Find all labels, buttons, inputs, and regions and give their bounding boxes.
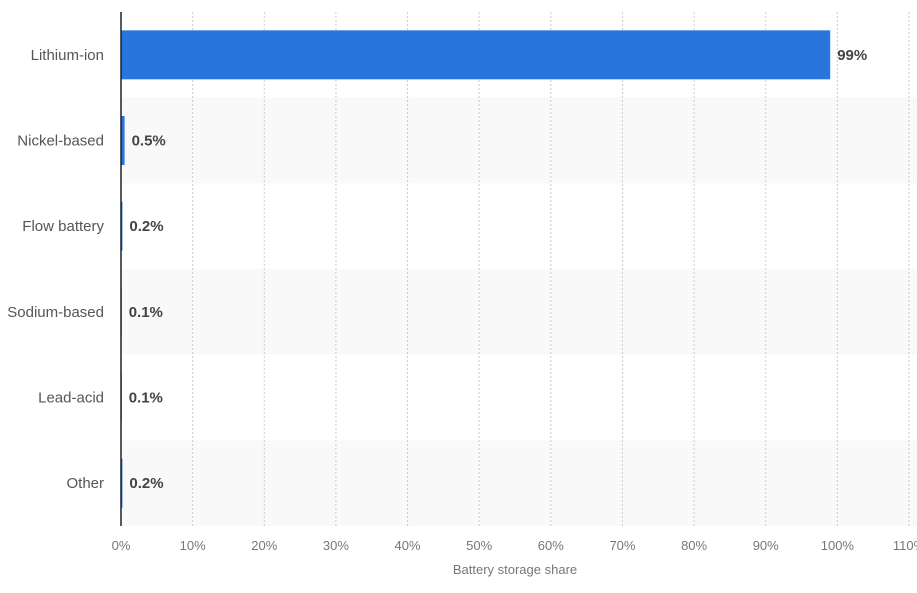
row-band (121, 97, 917, 184)
data-label: 0.1% (129, 304, 163, 321)
category-label: Lithium-ion (31, 47, 104, 64)
data-labels: 99% 0.5% 0.2% 0.1% 0.1% 0.2% (129, 47, 868, 492)
data-label: 0.2% (129, 218, 163, 235)
bar-nickel-based (121, 116, 125, 165)
bar-lithium-ion (121, 30, 831, 80)
x-tick-label: 0% (112, 538, 131, 553)
x-tick-labels: 0% 10% 20% 30% 40% 50% 60% 70% 80% 90% 100% 110% (112, 538, 917, 553)
x-tick-label: 110% (893, 538, 917, 553)
x-tick-label: 30% (323, 538, 349, 553)
x-tick-label: 80% (681, 538, 707, 553)
data-label: 99% (837, 47, 867, 64)
category-label: Lead-acid (38, 390, 104, 407)
x-tick-label: 60% (538, 538, 564, 553)
category-label: Other (66, 475, 104, 492)
row-band (121, 269, 917, 355)
data-label: 0.5% (132, 133, 166, 150)
x-tick-label: 10% (180, 538, 206, 553)
data-label: 0.1% (129, 390, 163, 407)
x-tick-label: 20% (251, 538, 277, 553)
row-bands (121, 97, 917, 526)
x-tick-label: 40% (395, 538, 421, 553)
gridlines (192, 12, 910, 526)
category-label: Sodium-based (7, 304, 104, 321)
x-axis-title: Battery storage share (453, 562, 577, 577)
x-tick-label: 100% (821, 538, 855, 553)
data-label: 0.2% (129, 475, 163, 492)
category-label: Nickel-based (17, 133, 104, 150)
category-labels: Lithium-ion Nickel-based Flow battery Sodiu… (7, 47, 104, 492)
row-band (121, 440, 917, 526)
x-tick-label: 50% (466, 538, 492, 553)
bars (121, 30, 831, 508)
category-label: Flow battery (22, 218, 104, 235)
x-tick-label: 70% (609, 538, 635, 553)
x-tick-label: 90% (753, 538, 779, 553)
